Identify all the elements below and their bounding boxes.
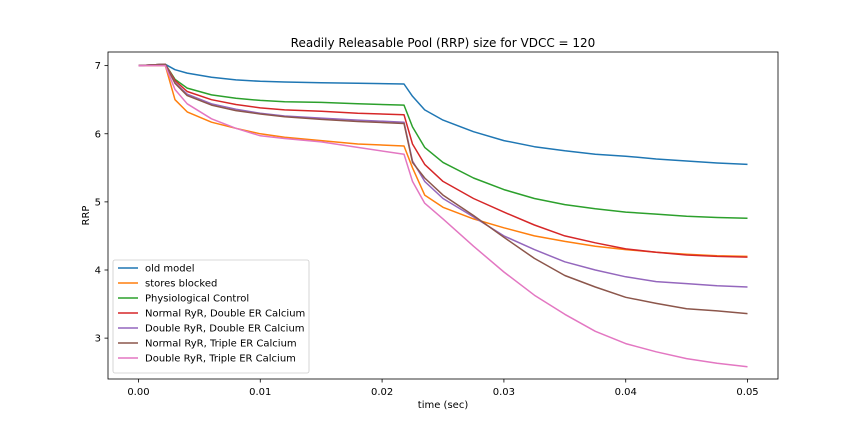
legend-entry: stores blocked — [145, 279, 217, 290]
legend-entry: Normal RyR, Triple ER Calcium — [145, 339, 297, 350]
legend: old model stores blocked Physiological Con… — [112, 259, 310, 374]
series-line-4 — [138, 63, 748, 258]
series-line-2 — [138, 64, 748, 258]
x-tick-label: 0.00 — [127, 387, 149, 398]
chart-title: Readily Releasable Pool (RRP) size for V… — [291, 36, 596, 50]
y-axis: 3 4 5 6 7 — [95, 61, 108, 345]
y-tick-label: 3 — [95, 334, 101, 345]
x-axis: 0.00 0.01 0.02 0.03 0.04 0.05 — [127, 379, 759, 398]
legend-entry: Double RyR, Double ER Calcium — [145, 324, 305, 335]
legend-box — [112, 259, 310, 374]
y-tick-label: 4 — [95, 266, 101, 277]
x-tick-label: 0.05 — [736, 387, 758, 398]
x-tick-label: 0.02 — [371, 387, 393, 398]
legend-entry: Double RyR, Triple ER Calcium — [145, 354, 296, 365]
legend-entry: Normal RyR, Double ER Calcium — [145, 309, 305, 320]
series-line-1 — [138, 63, 748, 166]
y-tick-label: 6 — [95, 129, 101, 140]
series-line-6 — [138, 63, 748, 315]
x-tick-label: 0.03 — [493, 387, 515, 398]
y-axis-label: RRP — [81, 206, 92, 226]
legend-entry: Physiological Control — [145, 294, 249, 305]
series-layer — [138, 63, 748, 368]
y-tick-label: 5 — [95, 197, 101, 208]
x-axis-label: time (sec) — [418, 400, 469, 411]
y-tick-label: 7 — [95, 61, 101, 72]
series-line-7 — [138, 64, 748, 368]
series-line-3 — [138, 63, 748, 219]
x-tick-label: 0.01 — [249, 387, 271, 398]
legend-entry: old model — [145, 264, 195, 275]
plot-area — [107, 51, 779, 380]
x-tick-label: 0.04 — [615, 387, 637, 398]
